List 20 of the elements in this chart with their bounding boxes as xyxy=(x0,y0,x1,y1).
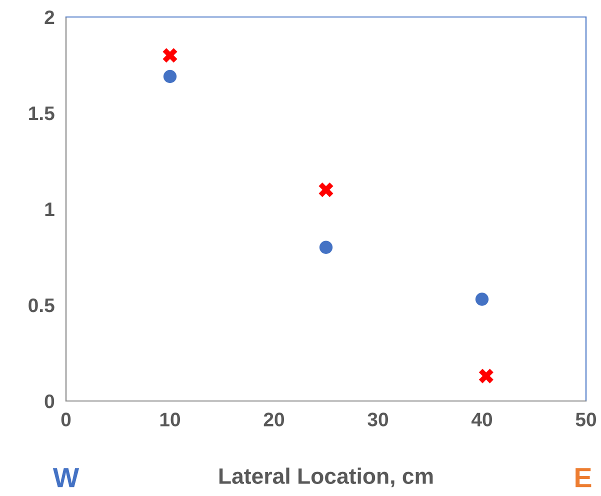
point xyxy=(162,48,178,63)
text: W xyxy=(52,468,80,488)
x-tick-label: 30 xyxy=(368,412,388,426)
point xyxy=(318,182,334,198)
x-tick-label: 50 xyxy=(576,412,596,426)
point xyxy=(478,368,494,384)
y-tick-label: 1 xyxy=(45,202,54,216)
y-tick-label: 0 xyxy=(44,394,54,408)
y-tick-label: 1.5 xyxy=(29,106,54,120)
x-tick-label: 20 xyxy=(264,412,284,426)
x-tick-label: 10 xyxy=(160,412,180,426)
point xyxy=(163,70,177,84)
text: E xyxy=(576,468,592,488)
point xyxy=(475,292,489,306)
y-tick-label: 2 xyxy=(44,10,54,24)
point xyxy=(319,240,333,254)
x-tick-label: 40 xyxy=(471,412,492,426)
y-tick-label: 0.5 xyxy=(28,298,54,312)
x-tick-label: 0 xyxy=(61,412,71,426)
x-axis-title: Lateral Location, cm xyxy=(219,468,433,488)
